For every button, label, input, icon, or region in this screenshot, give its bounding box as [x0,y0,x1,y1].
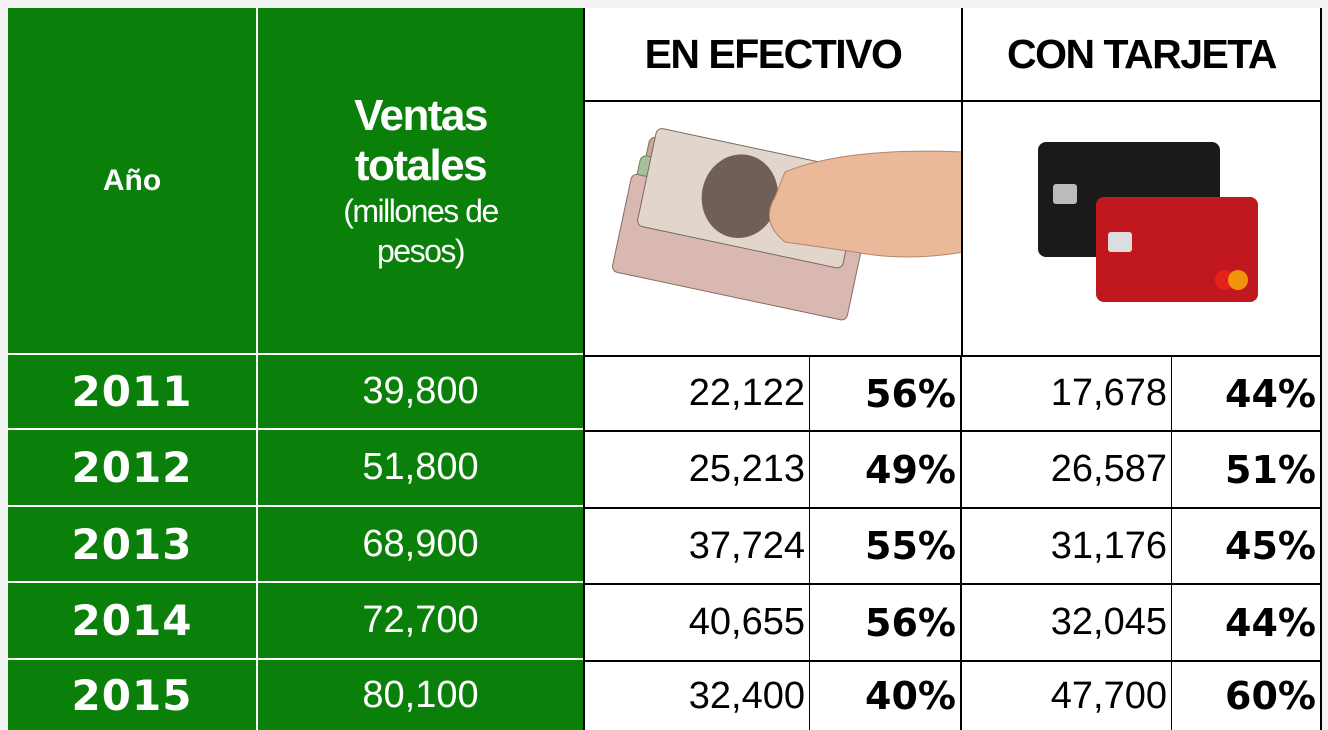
card-amount: 26,587 [962,430,1172,507]
year: 2011 [8,355,258,430]
cash-amount: 22,122 [583,355,810,430]
cash-image [612,128,961,321]
year: 2014 [8,583,258,660]
year: 2015 [8,660,258,730]
year: 2013 [8,507,258,583]
sales-header: Ventas totales (millones de pesos) [258,8,583,355]
year-header: Año [8,8,258,355]
cash-percent: 40% [810,660,962,730]
total-sales: 39,800 [258,355,583,430]
cash-image-cell [583,102,962,355]
card-percent: 51% [1172,430,1322,507]
card-image [1038,142,1258,302]
year: 2012 [8,430,258,507]
total-sales: 80,100 [258,660,583,730]
sales-unit: (millones de pesos) [343,192,499,269]
card-amount: 17,678 [962,355,1172,430]
card-amount: 47,700 [962,660,1172,730]
cash-percent: 56% [810,583,962,660]
total-sales: 72,700 [258,583,583,660]
cash-amount: 32,400 [583,660,810,730]
cash-percent: 49% [810,430,962,507]
card-image-cell [962,102,1322,355]
card-percent: 60% [1172,660,1322,730]
cash-amount: 25,213 [583,430,810,507]
sales-title: Ventas totales [354,90,488,190]
total-sales: 68,900 [258,507,583,583]
card-percent: 45% [1172,507,1322,583]
card-percent: 44% [1172,583,1322,660]
card-amount: 31,176 [962,507,1172,583]
cash-percent: 55% [810,507,962,583]
card-amount: 32,045 [962,583,1172,660]
card-header: CON TARJETA [962,8,1322,102]
card-percent: 44% [1172,355,1322,430]
cash-amount: 37,724 [583,507,810,583]
cash-percent: 56% [810,355,962,430]
cash-header: EN EFECTIVO [583,8,962,102]
total-sales: 51,800 [258,430,583,507]
cash-amount: 40,655 [583,583,810,660]
